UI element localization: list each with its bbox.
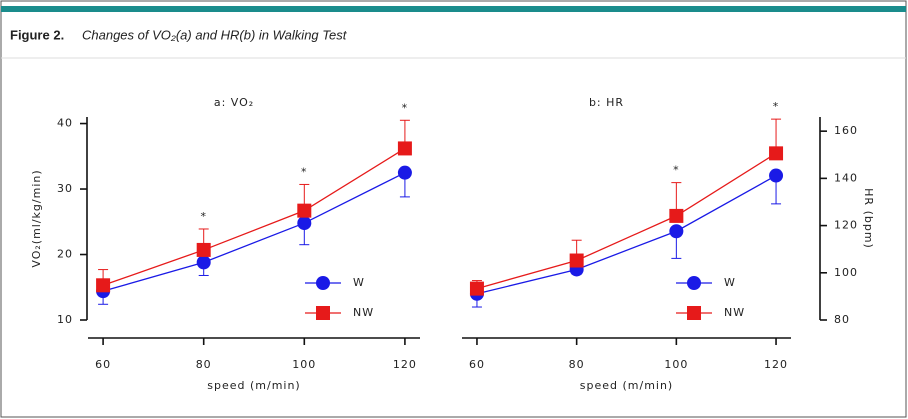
figure-label: Figure 2. (10, 27, 64, 42)
marker (569, 253, 584, 268)
chart-title: b: HR (589, 96, 624, 109)
x-axis-label: speed (m/min) (580, 379, 673, 392)
y-tick-label: 160 (834, 124, 858, 137)
marker (397, 141, 412, 156)
marker (196, 242, 211, 257)
series-line (476, 152, 777, 290)
marker (669, 224, 684, 239)
x-tick-label: 60 (95, 358, 111, 371)
marker (397, 165, 412, 180)
x-tick-label: 120 (764, 358, 788, 371)
chart-title: a: VO₂ (214, 96, 254, 109)
legend-label: W (353, 276, 365, 289)
marker (769, 146, 784, 161)
y-tick-label: 30 (57, 182, 73, 195)
x-tick-label: 80 (569, 358, 585, 371)
marker (469, 281, 484, 296)
x-tick-label: 60 (469, 358, 485, 371)
legend-label: W (724, 276, 736, 289)
marker (769, 168, 784, 183)
annotation: * (773, 100, 780, 113)
x-tick-label: 120 (393, 358, 417, 371)
marker (96, 278, 111, 293)
legend-marker (316, 306, 330, 320)
annotation: * (402, 101, 409, 114)
x-tick-label: 80 (196, 358, 212, 371)
y-tick-label: 40 (57, 117, 73, 130)
x-tick-label: 100 (292, 358, 316, 371)
x-axis-label: speed (m/min) (207, 379, 300, 392)
marker (196, 255, 211, 270)
marker (669, 208, 684, 223)
legend-marker (687, 306, 701, 320)
y-tick-label: 120 (834, 219, 858, 232)
marker (297, 216, 312, 231)
series-line (102, 172, 406, 292)
annotation: * (673, 164, 680, 177)
x-tick-label: 100 (664, 358, 688, 371)
series-line (102, 147, 406, 286)
y-axis-label: HR (bpm) (862, 188, 875, 249)
y-tick-label: 140 (834, 171, 858, 184)
top-bar (1, 6, 906, 12)
marker (297, 203, 312, 218)
y-tick-label: 10 (57, 313, 73, 326)
annotation: * (301, 165, 308, 178)
annotation: * (200, 210, 207, 223)
y-tick-label: 20 (57, 248, 73, 261)
series-line (476, 174, 777, 295)
figure-caption: Changes of VO₂(a) and HR(b) in Walking T… (82, 27, 348, 42)
legend-marker (687, 276, 701, 290)
legend-label: NW (353, 306, 374, 319)
y-axis-label: VO₂(ml/kg/min) (30, 169, 43, 267)
y-tick-label: 100 (834, 266, 858, 279)
legend-label: NW (724, 306, 745, 319)
y-tick-label: 80 (834, 313, 850, 326)
legend-marker (316, 276, 330, 290)
